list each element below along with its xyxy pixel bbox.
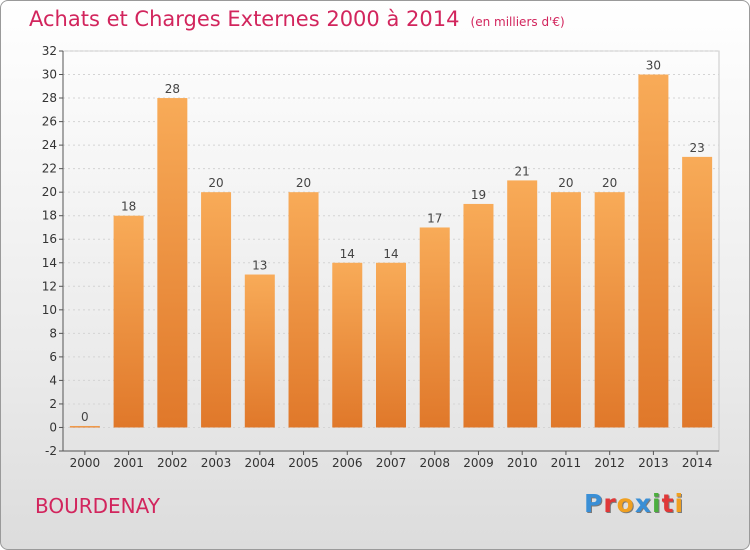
bar xyxy=(332,262,363,428)
y-tick-label: 12 xyxy=(42,279,57,293)
y-tick-label: 0 xyxy=(49,420,57,434)
x-tick-label: 2003 xyxy=(201,456,232,470)
x-tick-label: 2010 xyxy=(507,456,538,470)
x-tick-label: 2012 xyxy=(594,456,625,470)
x-tick-label: 2014 xyxy=(682,456,713,470)
logo-letter: x xyxy=(634,489,652,518)
bar xyxy=(201,192,232,428)
bar xyxy=(113,215,144,428)
data-label: 19 xyxy=(471,188,486,202)
logo-letter: P xyxy=(584,489,604,518)
bar xyxy=(638,74,669,428)
logo-letter: t xyxy=(661,489,675,518)
data-label: 20 xyxy=(558,176,573,190)
x-tick-label: 2007 xyxy=(376,456,407,470)
data-label: 13 xyxy=(252,259,267,273)
x-tick-label: 2011 xyxy=(551,456,582,470)
data-label: 20 xyxy=(208,176,223,190)
chart-title-main: Achats et Charges Externes 2000 à 2014 xyxy=(29,7,460,31)
chart-title-unit: (en milliers d'€) xyxy=(470,15,565,29)
x-tick-label: 2005 xyxy=(288,456,319,470)
y-tick-label: 2 xyxy=(49,397,57,411)
bar xyxy=(419,227,450,428)
chart-title: Achats et Charges Externes 2000 à 2014 (… xyxy=(29,7,565,31)
logo-letter: i xyxy=(652,489,662,518)
y-tick-label: -2 xyxy=(45,444,57,458)
y-tick-label: 20 xyxy=(42,185,57,199)
logo-letter: o xyxy=(616,489,635,518)
data-label: 20 xyxy=(296,176,311,190)
y-tick-label: 28 xyxy=(42,91,57,105)
x-tick-label: 2001 xyxy=(113,456,144,470)
y-tick-label: 16 xyxy=(42,232,57,246)
data-label: 0 xyxy=(81,410,89,424)
proxiti-logo: Proxiti xyxy=(584,489,684,518)
bar xyxy=(463,203,494,428)
y-tick-label: 26 xyxy=(42,115,57,129)
data-label: 14 xyxy=(340,247,355,261)
x-tick-label: 2002 xyxy=(157,456,188,470)
y-tick-label: 4 xyxy=(49,373,57,387)
y-tick-label: 6 xyxy=(49,350,57,364)
x-tick-label: 2013 xyxy=(638,456,669,470)
y-tick-label: 18 xyxy=(42,209,57,223)
bar xyxy=(594,192,625,428)
bar xyxy=(244,274,275,428)
data-label: 17 xyxy=(427,211,442,225)
data-label: 18 xyxy=(121,200,136,214)
data-label: 20 xyxy=(602,176,617,190)
y-tick-label: 8 xyxy=(49,326,57,340)
y-tick-label: 22 xyxy=(42,162,57,176)
x-tick-label: 2009 xyxy=(463,456,494,470)
data-label: 28 xyxy=(165,82,180,96)
commune-name: BOURDENAY xyxy=(35,494,160,518)
data-label: 23 xyxy=(689,141,704,155)
x-tick-label: 2004 xyxy=(245,456,276,470)
y-tick-label: 10 xyxy=(42,303,57,317)
bar xyxy=(507,180,538,428)
bar xyxy=(157,98,188,428)
y-tick-label: 24 xyxy=(42,138,57,152)
x-tick-label: 2006 xyxy=(332,456,363,470)
bar xyxy=(376,262,406,428)
x-tick-label: 2008 xyxy=(419,456,450,470)
data-label: 14 xyxy=(383,247,398,261)
y-tick-label: 14 xyxy=(42,256,57,270)
logo-letter: r xyxy=(603,489,617,518)
logo-letter: i xyxy=(674,489,685,518)
bar xyxy=(682,156,713,428)
data-label: 30 xyxy=(646,59,661,73)
y-tick-label: 32 xyxy=(42,44,57,58)
bar xyxy=(550,192,581,428)
data-label: 21 xyxy=(515,164,530,178)
y-tick-label: 30 xyxy=(42,68,57,82)
x-tick-label: 2000 xyxy=(70,456,101,470)
bar xyxy=(69,425,100,428)
bar xyxy=(288,192,319,428)
